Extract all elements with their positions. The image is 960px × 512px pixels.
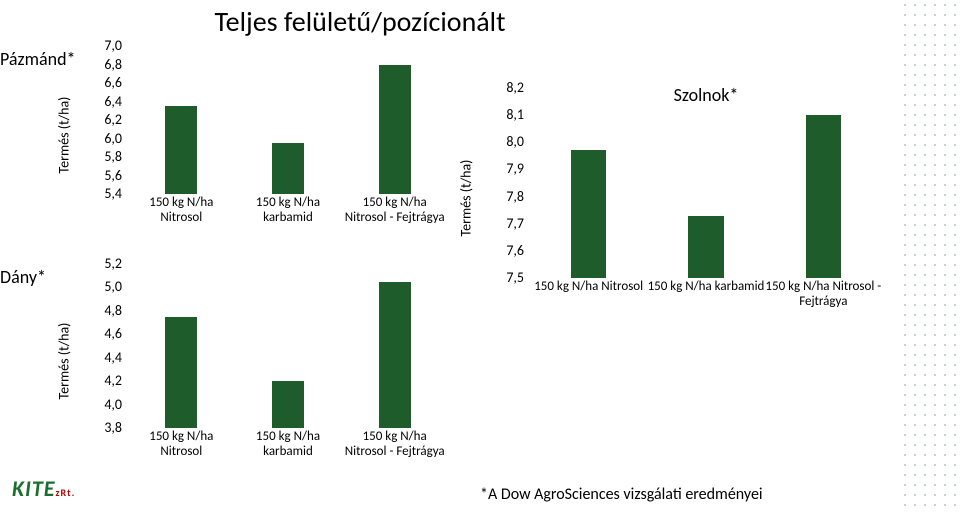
bar	[272, 143, 304, 194]
chart-title: Szolnok*	[530, 84, 882, 106]
y-tick: 7,0	[88, 37, 122, 54]
y-tick: 6,6	[88, 74, 122, 91]
kite-logo: KITEzRt.	[12, 475, 75, 502]
bar	[165, 317, 197, 428]
plot-area: 3,84,04,24,44,64,85,05,2150 kg N/ha Nitr…	[128, 264, 448, 428]
y-tick: 8,2	[490, 79, 524, 96]
x-axis-label: 150 kg N/ha Nitrosol	[128, 194, 235, 226]
bar	[165, 106, 197, 194]
y-axis-label: Termés (t/ha)	[458, 160, 475, 237]
page-title: Teljes felületű/pozícionált	[0, 4, 720, 39]
chart-pazmand: Termés (t/ha)5,45,65,86,06,26,46,66,87,0…	[78, 46, 448, 224]
y-tick: 4,0	[88, 396, 122, 413]
y-tick: 5,2	[88, 255, 122, 272]
x-axis-label: 150 kg N/ha karbamid	[235, 428, 342, 460]
x-axis-label: 150 kg N/ha Nitrosol	[530, 278, 647, 295]
footnote: *A Dow AgroSciences vizsgálati eredménye…	[480, 485, 763, 504]
y-tick: 5,6	[88, 167, 122, 184]
y-tick: 6,8	[88, 56, 122, 73]
bar	[379, 282, 411, 428]
x-axis-label: 150 kg N/ha karbamid	[235, 194, 342, 226]
bar	[379, 65, 411, 195]
y-axis-label: Termés (t/ha)	[56, 323, 73, 400]
x-axis-label: 150 kg N/ha Nitrosol - Fejtrágya	[341, 428, 448, 460]
y-tick: 8,0	[490, 133, 524, 150]
bar	[571, 150, 606, 278]
logo-suffix: zRt.	[56, 486, 76, 499]
y-tick: 5,4	[88, 185, 122, 202]
x-axis-label: 150 kg N/ha Nitrosol - Fejtrágya	[765, 278, 882, 310]
bar	[272, 381, 304, 428]
x-axis-label: 150 kg N/ha Nitrosol - Fejtrágya	[341, 194, 448, 226]
y-tick: 7,8	[490, 188, 524, 205]
y-tick: 4,2	[88, 372, 122, 389]
y-tick: 4,4	[88, 349, 122, 366]
y-tick: 4,6	[88, 325, 122, 342]
bar	[688, 216, 723, 278]
y-tick: 7,7	[490, 215, 524, 232]
bar	[806, 115, 841, 278]
site-label: Dány*	[0, 266, 46, 288]
decorative-dots	[900, 0, 960, 512]
y-tick: 7,6	[490, 242, 524, 259]
y-tick: 5,8	[88, 148, 122, 165]
chart-dany: Termés (t/ha)3,84,04,24,44,64,85,05,2150…	[78, 264, 448, 458]
x-axis-label: 150 kg N/ha Nitrosol	[128, 428, 235, 460]
plot-area: 5,45,65,86,06,26,46,66,87,0150 kg N/ha N…	[128, 46, 448, 194]
y-tick: 6,2	[88, 111, 122, 128]
y-tick: 7,5	[490, 269, 524, 286]
y-tick: 6,4	[88, 93, 122, 110]
plot-area: Szolnok*7,57,67,77,87,98,08,18,2150 kg N…	[530, 88, 882, 278]
y-tick: 5,0	[88, 278, 122, 295]
y-tick: 6,0	[88, 130, 122, 147]
x-axis-label: 150 kg N/ha karbamid	[647, 278, 764, 295]
y-tick: 7,9	[490, 160, 524, 177]
site-label: Pázmánd*	[0, 48, 76, 70]
y-tick: 3,8	[88, 419, 122, 436]
y-tick: 8,1	[490, 106, 524, 123]
chart-szolnok: Termés (t/ha)Szolnok*7,57,67,77,87,98,08…	[480, 88, 882, 308]
y-tick: 4,8	[88, 302, 122, 319]
y-axis-label: Termés (t/ha)	[56, 97, 73, 174]
